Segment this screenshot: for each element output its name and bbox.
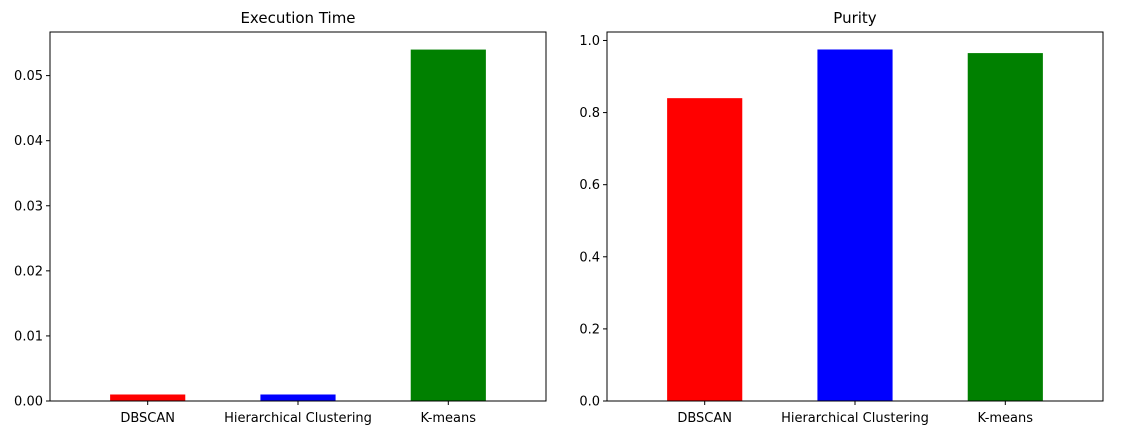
x-axis: DBSCAN Hierarchical Clustering K-means	[677, 401, 1033, 426]
bars	[110, 49, 486, 401]
chart-title: Execution Time	[240, 9, 355, 27]
y-tick-label: 0.03	[14, 199, 43, 214]
x-tick-label: K-means	[421, 411, 477, 426]
x-tick-label: DBSCAN	[677, 411, 732, 426]
y-tick-label: 0.00	[14, 395, 43, 410]
y-tick-label: 0.2	[579, 322, 600, 337]
x-tick-label: K-means	[978, 411, 1034, 426]
bar-dbscan	[110, 394, 186, 401]
bar-dbscan	[667, 98, 743, 402]
y-axis: 0.0 0.2 0.4 0.6 0.8 1.0	[579, 34, 607, 410]
chart-title: Purity	[833, 9, 877, 27]
y-tick-label: 1.0	[579, 34, 600, 49]
bar-k-means	[410, 49, 486, 401]
plot-frame	[49, 31, 547, 402]
bars	[667, 49, 1043, 402]
x-tick-label: Hierarchical Clustering	[781, 411, 929, 426]
bar-hierarchical-clustering	[260, 394, 336, 401]
x-axis: DBSCAN Hierarchical Clustering K-means	[120, 401, 476, 426]
bar-hierarchical-clustering	[817, 49, 893, 401]
y-tick-label: 0.8	[579, 106, 600, 121]
plot-frame	[606, 31, 1104, 402]
y-tick-label: 0.6	[579, 178, 600, 193]
y-tick-label: 0.01	[14, 329, 43, 344]
x-tick-label: Hierarchical Clustering	[224, 411, 372, 426]
y-tick-label: 0.4	[579, 250, 600, 265]
y-tick-label: 0.04	[14, 134, 43, 149]
y-tick-label: 0.02	[14, 264, 43, 279]
execution-time-chart: Execution Time 0.000.010.020.030.040.05 …	[14, 9, 547, 426]
purity-chart: Purity 0.0 0.2 0.4 0.6 0.8 1.0 DBSCAN Hierarch…	[579, 9, 1104, 426]
y-tick-label: 0.05	[14, 69, 43, 84]
x-tick-label: DBSCAN	[120, 411, 175, 426]
y-tick-label: 0.0	[579, 395, 600, 410]
y-axis: 0.00 0.01 0.02 0.03 0.04 0.05	[14, 69, 50, 410]
bar-k-means	[967, 53, 1043, 401]
